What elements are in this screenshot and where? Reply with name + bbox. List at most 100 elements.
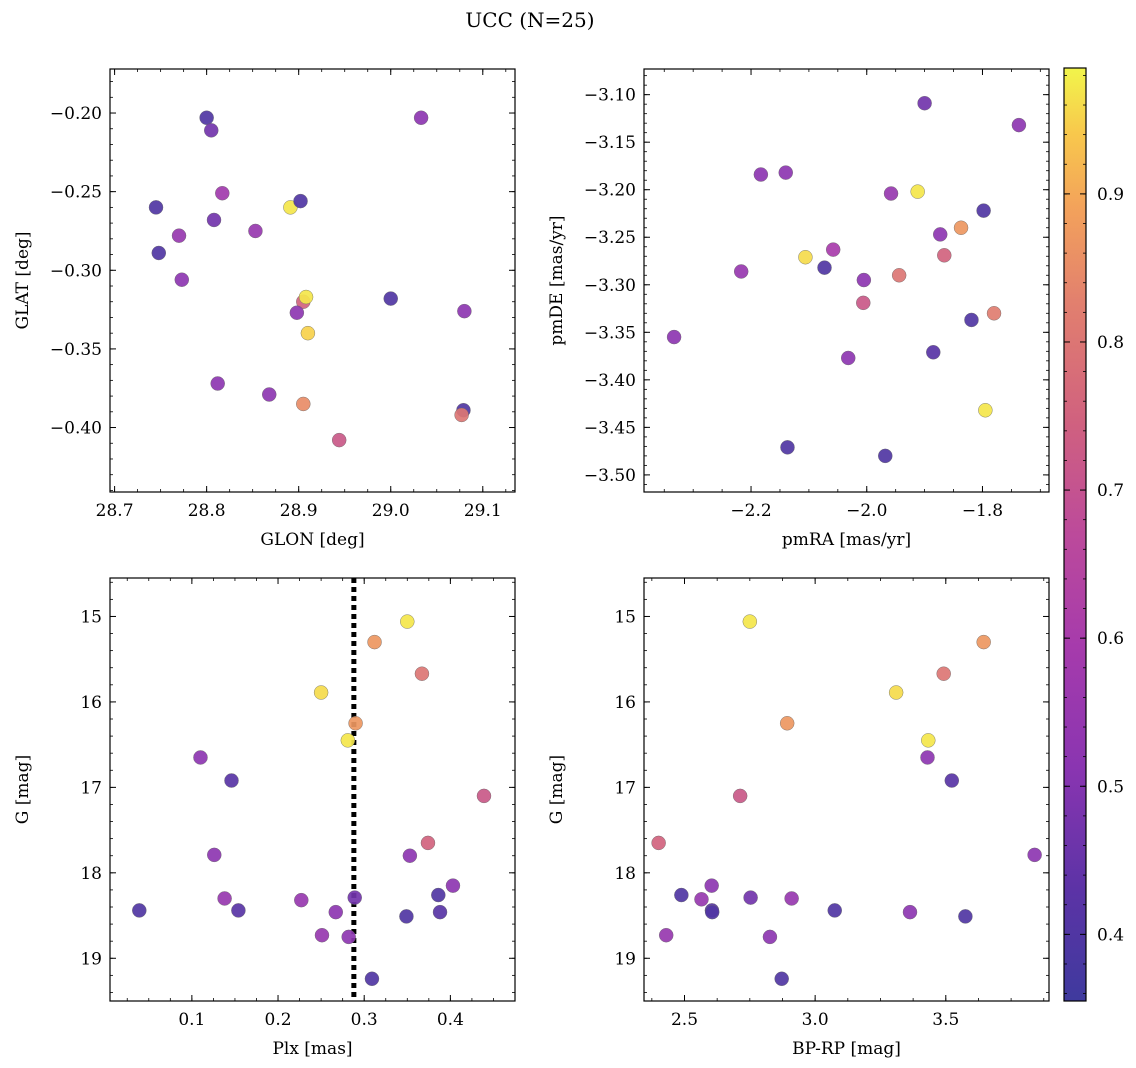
colorbar-tick-label: 0.4 <box>1097 925 1124 945</box>
y-tick-label: −0.20 <box>50 104 102 124</box>
scatter-point <box>986 306 1002 321</box>
y-tick-label: −0.35 <box>50 340 102 360</box>
scatter-point <box>888 685 904 700</box>
x-tick-label: 2.5 <box>671 1010 698 1030</box>
scatter-point <box>231 903 246 918</box>
y-axis-label: GLAT [deg] <box>13 231 33 329</box>
colorbar-gradient <box>1063 67 1087 1002</box>
panel-pmra-pmde: −2.2 −2.0 −1.8 −3.50 −3.45 −3.40 −3.35 −3.30 −3.… <box>547 68 1050 550</box>
y-axis-label: pmDE [mas/yr] <box>547 215 567 345</box>
scatter-point <box>964 312 979 328</box>
y-tick-label: 15 <box>80 607 102 627</box>
scatter-point <box>779 716 795 731</box>
scatter-point <box>413 110 429 125</box>
scatter-point <box>367 634 382 650</box>
colorbar-tick-label: 0.5 <box>1097 777 1124 797</box>
scatter-point <box>926 345 941 360</box>
scatter-point <box>798 250 813 265</box>
figure-title: UCC (N=25) <box>465 8 594 32</box>
colorbar-tick-label: 0.9 <box>1097 185 1124 205</box>
scatter-point <box>780 440 795 455</box>
x-tick-label: 28.8 <box>188 501 226 521</box>
scatter-point <box>1027 847 1042 863</box>
y-tick-label: −0.40 <box>50 419 102 439</box>
scatter-point <box>743 890 758 905</box>
scatter-point <box>902 904 918 920</box>
scatter-point <box>348 716 363 731</box>
x-tick-label: 3.5 <box>932 1010 959 1030</box>
axes-frame <box>643 577 1050 1002</box>
axes-frame <box>643 68 1050 493</box>
scatter-point <box>204 123 219 138</box>
y-tick-label: −3.35 <box>584 323 636 343</box>
colorbar-tick-label: 0.8 <box>1097 333 1124 353</box>
scatter-point <box>976 203 991 218</box>
x-tick-label: 0.4 <box>437 1010 464 1030</box>
scatter-point <box>1011 117 1027 133</box>
scatter-point <box>659 928 674 943</box>
scatter-point <box>400 614 415 629</box>
scatter-point <box>217 891 232 906</box>
y-tick-label: 19 <box>614 949 636 969</box>
scatter-point <box>937 248 952 263</box>
x-axis-label: Plx [mas] <box>272 1039 352 1059</box>
x-tick-label: 0.3 <box>351 1010 378 1030</box>
scatter-point <box>331 432 347 448</box>
y-tick-label: 17 <box>80 778 102 798</box>
scatter-point <box>296 396 311 412</box>
colorbar: 0.4 0.5 0.6 0.7 0.8 0.9 <box>1063 67 1124 1002</box>
scatter-point <box>132 903 147 918</box>
scatter-point <box>293 193 308 209</box>
y-tick-label: 17 <box>614 778 636 798</box>
axes-frame <box>109 68 516 493</box>
y-tick-label: −3.40 <box>584 371 636 391</box>
x-tick-label: −2.0 <box>846 501 887 521</box>
x-tick-label: −2.2 <box>730 501 771 521</box>
y-tick-label: −0.25 <box>50 183 102 203</box>
y-axis-label: G [mag] <box>547 755 567 824</box>
scatter-point <box>399 909 414 924</box>
scatter-point <box>289 305 305 320</box>
y-tick-label: 19 <box>80 949 102 969</box>
scatter-point <box>151 245 166 261</box>
y-tick-label: −3.15 <box>584 133 636 153</box>
y-tick-label: 16 <box>614 693 636 713</box>
scatter-point <box>732 788 748 804</box>
scatter-point <box>364 971 380 986</box>
y-tick-label: −3.10 <box>584 86 636 106</box>
scatter-point <box>753 167 769 182</box>
scatter-point <box>944 773 959 788</box>
scatter-point <box>878 448 893 464</box>
scatter-point <box>454 407 469 423</box>
scatter-point <box>347 890 362 905</box>
y-tick-label: −3.25 <box>584 228 636 248</box>
scatter-point <box>762 929 778 945</box>
y-tick-label: 15 <box>614 607 636 627</box>
x-axis-label: GLON [deg] <box>260 530 364 550</box>
scatter-point <box>856 295 871 311</box>
scatter-point <box>674 887 689 903</box>
scatter-point <box>431 887 446 903</box>
scatter-point <box>445 878 461 893</box>
scatter-point <box>262 387 277 402</box>
scatter-point <box>784 891 799 906</box>
x-tick-label: 28.9 <box>280 501 318 521</box>
x-tick-label: 29.1 <box>464 501 502 521</box>
scatter-point <box>817 260 832 275</box>
scatter-point <box>774 971 789 986</box>
scatter-point <box>920 750 935 765</box>
scatter-point <box>825 242 841 257</box>
scatter-point <box>953 220 969 235</box>
scatter-point <box>704 904 720 920</box>
scatter-point <box>651 835 666 851</box>
scatter-point <box>328 904 343 920</box>
x-axis-label: BP-RP [mag] <box>792 1039 901 1059</box>
x-tick-label: 0.1 <box>178 1010 205 1030</box>
scatter-point <box>171 228 187 243</box>
y-axis-label: G [mag] <box>13 755 33 824</box>
scatter-point <box>340 733 356 748</box>
colorbar-tick-label: 0.6 <box>1097 629 1124 649</box>
colorbar-tick-label: 0.7 <box>1097 481 1124 501</box>
scatter-point <box>742 614 758 629</box>
scatter-point <box>666 329 682 345</box>
